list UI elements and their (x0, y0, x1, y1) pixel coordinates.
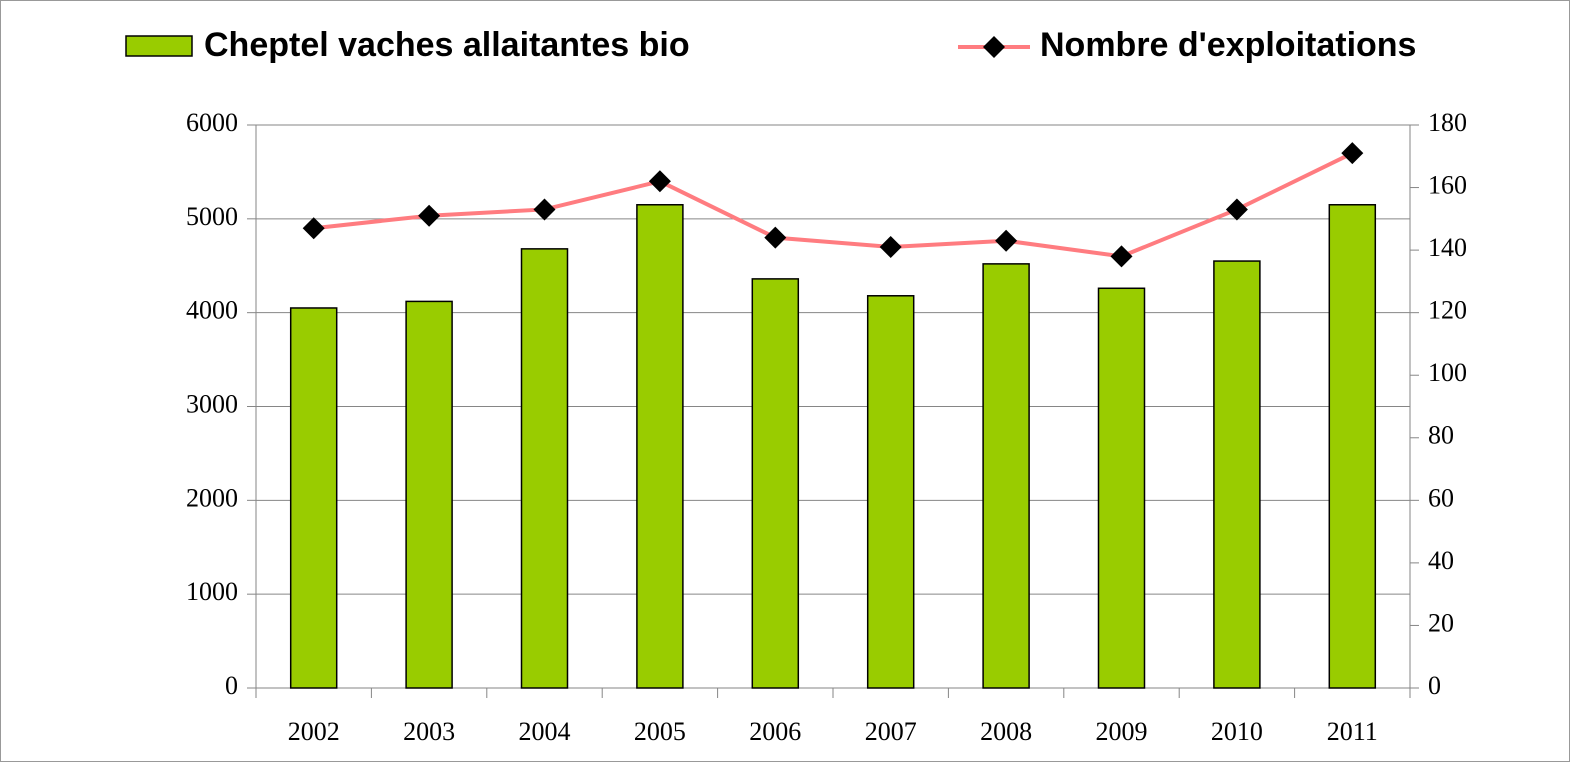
y2-tick-label: 140 (1428, 233, 1467, 262)
line (313, 151, 1354, 259)
x-tick-label: 2003 (403, 717, 455, 746)
bar (1328, 204, 1377, 689)
y-tick-label: 1000 (186, 577, 238, 606)
marker (1341, 142, 1364, 165)
legend-label: Cheptel vaches allaitantes bio (204, 26, 690, 64)
x-tick-label: 2002 (288, 717, 340, 746)
x-tick-label: 2009 (1096, 717, 1148, 746)
y-tick-label: 2000 (186, 483, 238, 512)
y2-tick-label: 180 (1428, 108, 1467, 137)
y2-tick-label: 0 (1428, 671, 1441, 700)
y-tick-label: 5000 (186, 202, 238, 231)
y2-tick-label: 20 (1428, 608, 1454, 637)
bar (1213, 260, 1261, 689)
y2-tick-label: 120 (1428, 296, 1467, 325)
marker (648, 170, 671, 193)
marker (302, 217, 325, 240)
y2-tick-label: 60 (1428, 483, 1454, 512)
marker (879, 235, 902, 258)
x-tick-label: 2008 (980, 717, 1032, 746)
y-tick-label: 6000 (186, 108, 238, 137)
x-tick-label: 2004 (519, 717, 571, 746)
bar (289, 307, 338, 689)
marker (533, 198, 556, 221)
x-tick-label: 2005 (634, 717, 686, 746)
marker (764, 226, 787, 249)
bar (520, 248, 569, 689)
bar (751, 278, 800, 689)
bar (1097, 287, 1146, 689)
y-tick-label: 3000 (186, 389, 238, 418)
legend-swatch (125, 35, 193, 57)
bar (982, 263, 1030, 689)
bar (636, 204, 684, 689)
x-tick-label: 2010 (1211, 717, 1263, 746)
marker (1110, 245, 1133, 268)
bar (866, 295, 915, 689)
y2-tick-label: 160 (1428, 171, 1467, 200)
y2-tick-label: 40 (1428, 546, 1454, 575)
legend-marker (983, 36, 1005, 58)
x-tick-label: 2007 (865, 717, 917, 746)
marker (1225, 198, 1248, 221)
marker (418, 204, 441, 227)
legend-label: Nombre d'exploitations (1040, 26, 1416, 64)
x-tick-label: 2011 (1327, 717, 1378, 746)
y2-tick-label: 80 (1428, 421, 1454, 450)
y-tick-label: 4000 (186, 296, 238, 325)
marker (995, 229, 1018, 252)
bar (405, 300, 453, 689)
y2-tick-label: 100 (1428, 358, 1467, 387)
x-tick-label: 2006 (749, 717, 801, 746)
y-tick-label: 0 (225, 671, 238, 700)
